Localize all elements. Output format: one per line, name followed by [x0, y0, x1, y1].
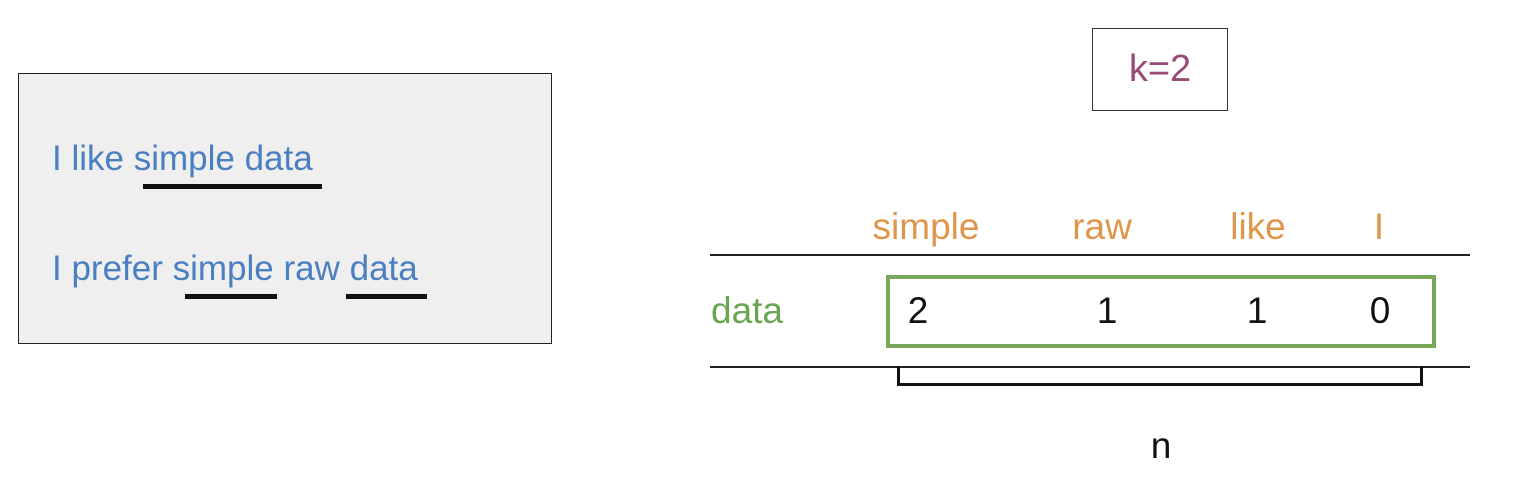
underline-blank: [240, 184, 323, 189]
column-header-raw: raw: [1072, 206, 1132, 247]
sentence-2-word-raw: raw: [273, 249, 350, 288]
sentence-1-word-data: data: [235, 139, 323, 189]
sentence-1: I like simple data: [52, 139, 323, 189]
count-simple: 2: [907, 290, 929, 331]
k-parameter-box: k=2: [1092, 28, 1228, 111]
table-top-rule: [710, 254, 1470, 256]
row-label-data: data: [711, 290, 784, 331]
sentence-1-prefix: I like s: [52, 139, 152, 178]
sentence-2-word-data: data: [345, 249, 428, 299]
sentence-2: I prefer simple raw data: [52, 249, 428, 299]
table-bottom-rule: [710, 366, 1470, 368]
sentence-2-word-simple: imple: [185, 249, 277, 299]
vector-length-bracket: [897, 366, 1423, 386]
corpus-box: I like simple data I prefer simple raw d…: [18, 73, 552, 344]
context-window-highlight: [886, 275, 1436, 348]
column-header-i: I: [1373, 206, 1385, 247]
count-raw: 1: [1096, 290, 1118, 331]
column-header-like: like: [1230, 206, 1286, 247]
underline-blank: [185, 294, 277, 299]
k-label: k=2: [1128, 48, 1192, 90]
sentence-2-prefix: I prefer s: [52, 249, 191, 288]
count-like: 1: [1246, 290, 1268, 331]
underline-blank: [345, 294, 428, 299]
n-label: n: [1150, 425, 1172, 466]
column-header-simple: simple: [872, 206, 980, 247]
sentence-1-word-simple: imple: [143, 139, 243, 189]
count-i: 0: [1369, 290, 1391, 331]
underline-blank: [143, 184, 243, 189]
